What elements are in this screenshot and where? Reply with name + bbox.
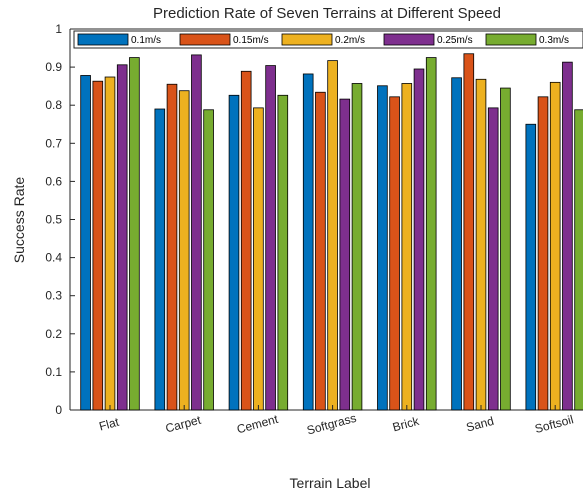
bar-softsoil-series-5 <box>574 109 583 411</box>
bar-flat-series-3 <box>104 76 116 411</box>
bar-brick-series-3 <box>401 83 413 411</box>
plot-area: 0 0.1 0.2 0.3 0.4 0.5 0.6 0.7 0.8 0.9 1 Flat Carpet C… <box>45 22 583 437</box>
y-tick-label: 0.2 <box>45 327 62 341</box>
legend-label: 0.1m/s <box>131 35 161 46</box>
y-axis-label: Success Rate <box>11 177 27 264</box>
x-tick-label: Softsoil <box>533 412 575 436</box>
bar-brick-series-2 <box>389 96 400 411</box>
bar-softsoil-series-3 <box>549 81 561 411</box>
bar-flat-series-1 <box>80 75 91 411</box>
x-tick-label: Flat <box>97 415 121 434</box>
bar-softgrass-series-5 <box>351 83 363 411</box>
bar-cement-series-5 <box>277 94 289 411</box>
y-tick-label: 0.9 <box>45 60 62 74</box>
bar-carpet-series-3 <box>178 90 190 411</box>
bar-softgrass-series-2 <box>315 91 326 411</box>
y-tick-label: 0.1 <box>45 365 62 379</box>
bar-carpet-series-4 <box>191 54 202 411</box>
legend-swatch <box>383 33 435 46</box>
legend-label: 0.2m/s <box>335 35 365 46</box>
bar-brick-series-5 <box>425 57 437 411</box>
bar-cement-series-4 <box>265 65 276 411</box>
bar-softsoil-series-2 <box>537 96 549 411</box>
x-tick-label: Sand <box>465 414 496 435</box>
y-tick-label: 0 <box>55 403 62 417</box>
bar-softsoil-series-1 <box>525 123 537 411</box>
x-tick-label: Carpet <box>164 413 203 436</box>
y-tick-label: 1 <box>55 22 62 36</box>
x-tick-label: Cement <box>235 412 280 437</box>
legend-swatch <box>485 33 537 46</box>
x-tick-label: Brick <box>391 414 421 435</box>
legend: 0.1m/s 0.15m/s 0.2m/s 0.25m/s 0.3m/s <box>73 30 583 49</box>
bar-sand-series-5 <box>500 87 511 411</box>
bar-flat-series-5 <box>129 57 140 411</box>
y-tick-label: 0.8 <box>45 98 62 112</box>
bar-flat-series-4 <box>116 64 128 411</box>
legend-swatch <box>179 33 231 46</box>
bar-softgrass-series-4 <box>339 98 351 411</box>
bar-cement-series-3 <box>253 107 264 411</box>
legend-label: 0.15m/s <box>233 35 269 46</box>
x-axis-label: Terrain Label <box>290 475 371 491</box>
bar-sand-series-3 <box>475 78 487 411</box>
y-tick-label: 0.5 <box>45 213 62 227</box>
y-tick-label: 0.4 <box>45 251 62 265</box>
bar-flat-series-2 <box>92 80 104 411</box>
bar-carpet-series-2 <box>166 83 178 411</box>
bar-sand-series-1 <box>451 77 462 411</box>
bar-carpet-series-1 <box>154 108 166 411</box>
x-tick-label: Softgrass <box>305 411 358 438</box>
bar-sand-series-2 <box>463 53 475 411</box>
legend-label: 0.3m/s <box>539 35 569 46</box>
chart-title: Prediction Rate of Seven Terrains at Dif… <box>153 5 501 22</box>
bar-softsoil-series-4 <box>562 61 573 411</box>
legend-swatch <box>281 33 333 46</box>
y-tick-label: 0.7 <box>45 136 62 150</box>
y-tick-label: 0.3 <box>45 289 62 303</box>
bar-carpet-series-5 <box>203 109 214 411</box>
bar-brick-series-1 <box>377 85 388 411</box>
legend-swatch <box>77 33 129 46</box>
y-tick-label: 0.6 <box>45 174 62 188</box>
bar-brick-series-4 <box>413 68 425 411</box>
bar-softgrass-series-3 <box>327 60 338 411</box>
bar-cement-series-1 <box>228 94 240 411</box>
legend-label: 0.25m/s <box>437 35 473 46</box>
bar-sand-series-4 <box>487 107 499 411</box>
bar-softgrass-series-1 <box>302 73 314 411</box>
bar-cement-series-2 <box>240 70 252 411</box>
